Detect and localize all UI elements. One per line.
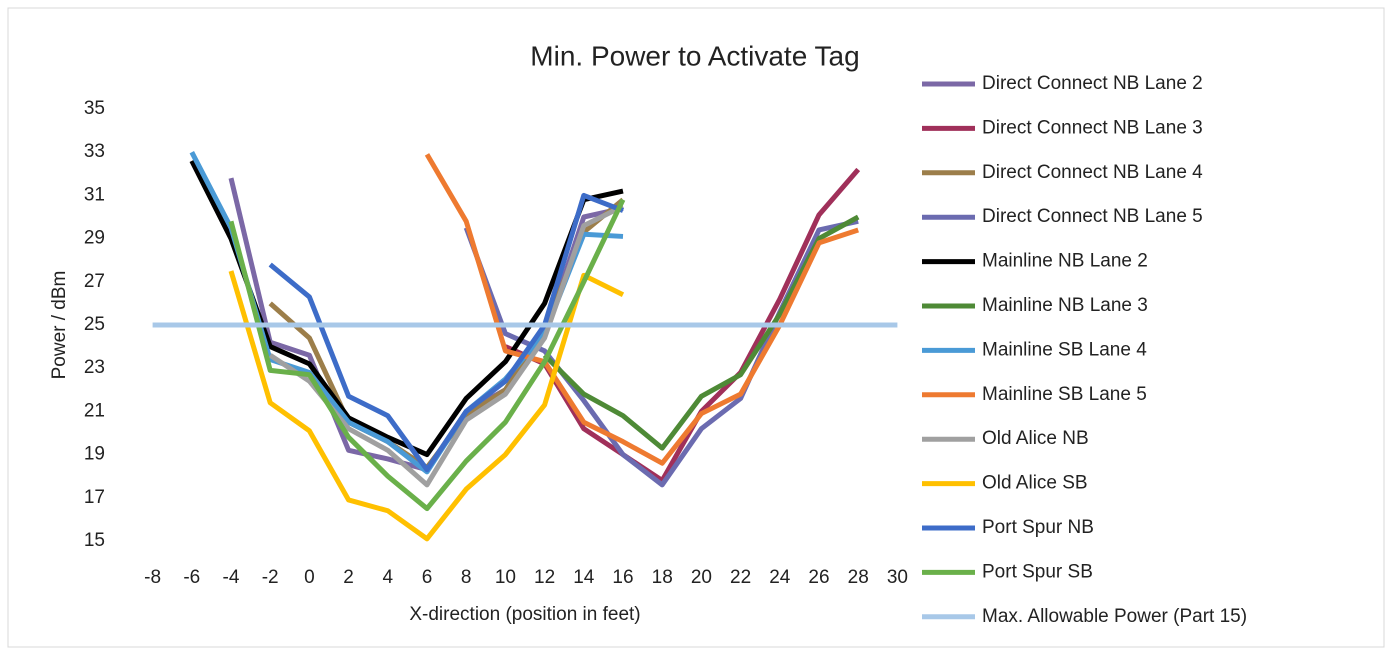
x-tick-label: 24	[769, 567, 791, 588]
x-axis-label: X-direction (position in feet)	[409, 604, 640, 625]
series-line	[542, 214, 860, 451]
legend-label: Mainline SB Lane 5	[982, 384, 1147, 405]
legend-label: Mainline SB Lane 4	[982, 339, 1147, 360]
x-tick-label: 14	[573, 567, 595, 588]
x-tick-label: 22	[730, 567, 751, 588]
x-tick-label: 30	[887, 567, 908, 588]
x-tick-label: -6	[183, 567, 200, 588]
y-tick-label: 29	[84, 228, 105, 249]
x-tick-label: 18	[652, 567, 673, 588]
legend-label: Mainline NB Lane 3	[982, 295, 1148, 316]
series-line	[228, 198, 626, 512]
y-axis-label: Power / dBm	[49, 271, 70, 380]
y-tick-label: 21	[84, 400, 105, 421]
y-tick-label: 15	[84, 530, 105, 551]
y-tick-label: 23	[84, 357, 105, 378]
x-tick-label: 16	[612, 567, 633, 588]
y-tick-label: 19	[84, 444, 105, 465]
legend-label: Port Spur NB	[982, 517, 1094, 538]
x-tick-label: 26	[808, 567, 829, 588]
y-tick-label: 33	[84, 141, 105, 162]
legend-label: Mainline NB Lane 2	[982, 251, 1148, 272]
x-tick-label: 20	[691, 567, 712, 588]
x-tick-label: 12	[534, 567, 555, 588]
x-tick-label: -8	[144, 567, 161, 588]
x-tick-label: -2	[262, 567, 279, 588]
y-tick-label: 35	[84, 98, 105, 119]
series-line	[268, 192, 624, 473]
x-tick-label: 2	[343, 567, 354, 588]
legend-label: Max. Allowable Power (Part 15)	[982, 606, 1247, 627]
x-tick-label: -4	[223, 567, 240, 588]
x-tick-label: 28	[848, 567, 869, 588]
legend-label: Direct Connect NB Lane 2	[982, 73, 1203, 94]
legend-label: Direct Connect NB Lane 5	[982, 206, 1203, 227]
legend-label: Old Alice SB	[982, 473, 1088, 494]
series-line	[424, 153, 859, 466]
y-tick-label: 17	[84, 487, 105, 508]
chart-title: Min. Power to Activate Tag	[530, 40, 859, 71]
legend-label: Direct Connect NB Lane 3	[982, 117, 1203, 138]
legend-label: Port Spur SB	[982, 561, 1093, 582]
x-tick-label: 0	[304, 567, 315, 588]
legend-label: Direct Connect NB Lane 4	[982, 162, 1203, 183]
y-tick-label: 25	[84, 314, 105, 335]
y-tick-label: 31	[84, 184, 105, 205]
x-tick-label: 4	[383, 567, 394, 588]
x-tick-label: 6	[422, 567, 433, 588]
x-tick-label: 10	[495, 567, 516, 588]
series-line	[228, 270, 625, 542]
x-tick-label: 8	[461, 567, 472, 588]
legend-label: Old Alice NB	[982, 428, 1089, 449]
y-tick-label: 27	[84, 271, 105, 292]
